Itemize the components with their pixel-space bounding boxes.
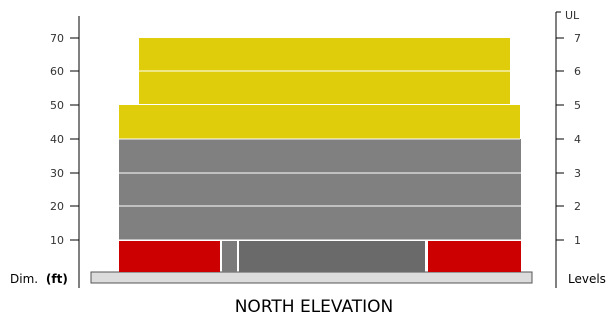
right-axis-tick-label: 3 (574, 167, 581, 180)
floor-division-lines (119, 70, 521, 241)
floor-level-4 (119, 139, 521, 173)
floor-level-7 (139, 38, 510, 71)
left-axis-ticks: 10 20 30 40 50 60 70 (50, 32, 79, 247)
left-axis-tick-label: 70 (50, 32, 64, 45)
left-axis-tick-label: 40 (50, 133, 64, 146)
ground-core-small (222, 241, 237, 272)
ground-core (239, 241, 425, 272)
right-axis-top-label: UL (565, 9, 580, 22)
floor-level-1 (119, 241, 521, 272)
right-axis-tick-label: 4 (574, 133, 581, 146)
left-axis-label-prefix: Dim. (10, 272, 38, 286)
ground-retail-right (428, 241, 521, 272)
ground-retail-left (119, 241, 220, 272)
left-axis-tick-label: 30 (50, 167, 64, 180)
floor-level-2 (119, 206, 521, 240)
floor-level-5 (119, 105, 520, 139)
floor-level-3 (119, 173, 521, 206)
right-axis-tick-label: 5 (574, 99, 581, 112)
right-axis-tick-label: 1 (574, 234, 581, 247)
left-axis-tick-label: 60 (50, 65, 64, 78)
elevation-title: NORTH ELEVATION (235, 297, 394, 317)
left-axis-label: Dim. (ft) (10, 272, 68, 286)
ground-base (90, 271, 533, 284)
right-axis-label: Levels (568, 272, 606, 286)
floor-level-6 (139, 71, 510, 104)
right-axis-tick-label: 7 (574, 32, 581, 45)
left-axis-tick-label: 50 (50, 99, 64, 112)
right-axis-tick-label: 6 (574, 65, 581, 78)
left-axis-tick-label: 20 (50, 200, 64, 213)
right-axis-tick-label: 2 (574, 200, 581, 213)
left-axis-tick-label: 10 (50, 234, 64, 247)
left-axis-label-unit: (ft) (46, 272, 68, 286)
right-axis-ticks: 1 2 3 4 5 6 7 (556, 32, 581, 247)
